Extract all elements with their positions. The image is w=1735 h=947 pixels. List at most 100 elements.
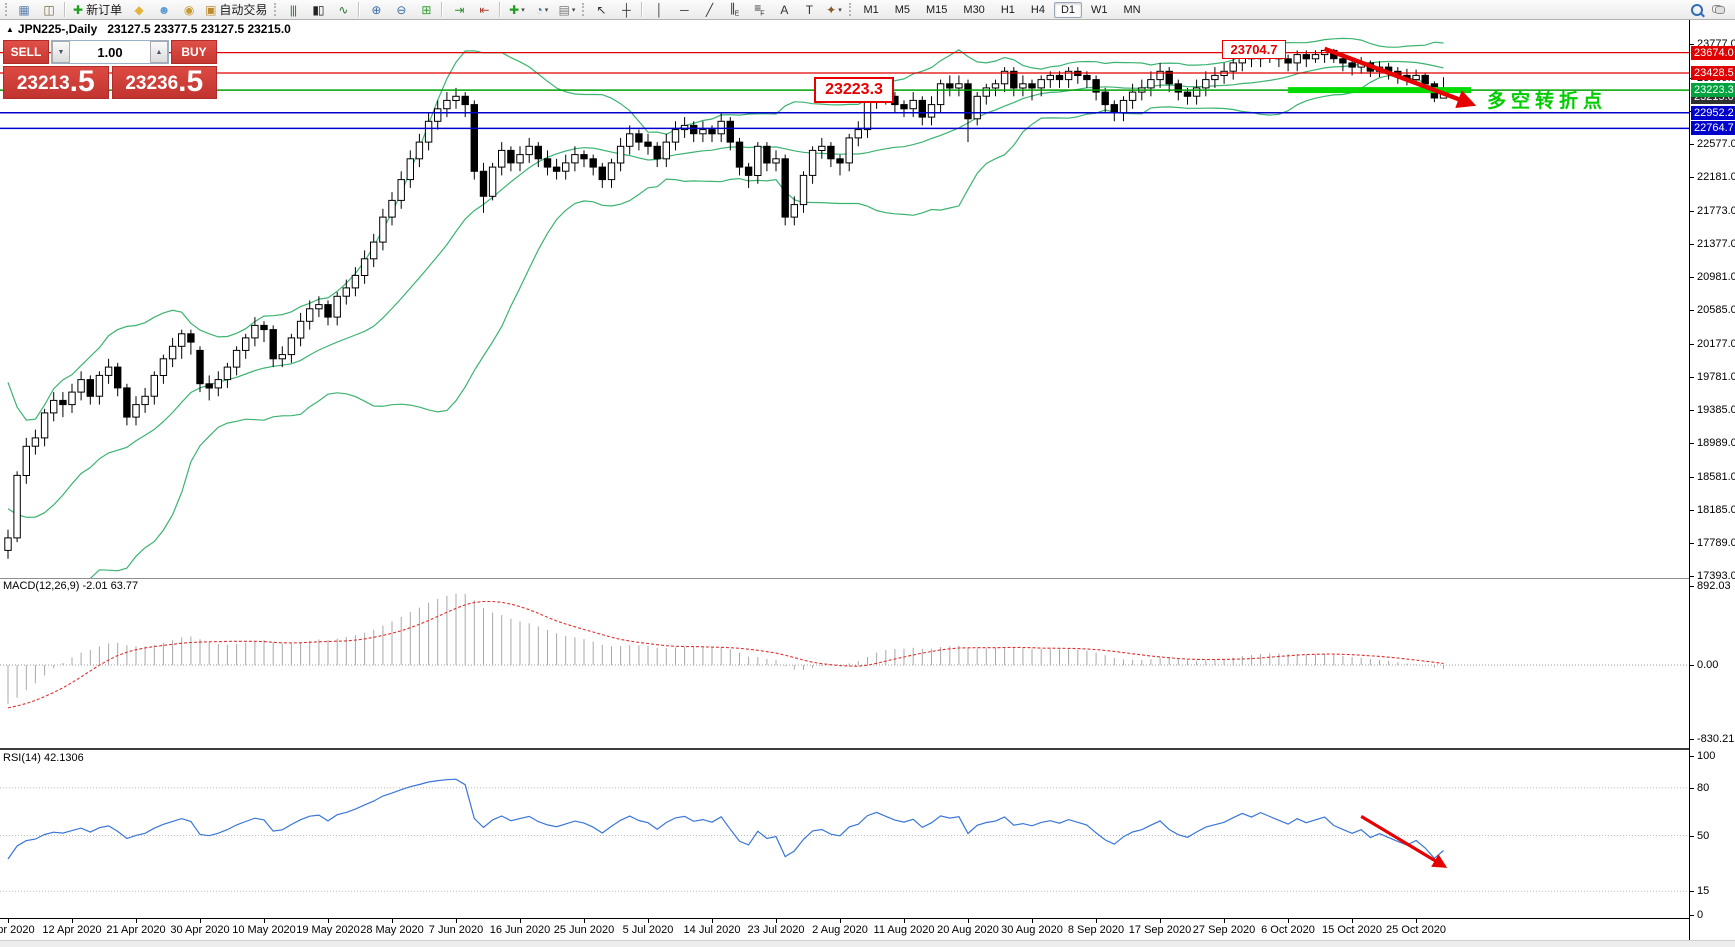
buy-price-main: 23236 (125, 73, 179, 94)
metaeditor-icon[interactable]: ◆ (127, 0, 150, 20)
sell-price-tile[interactable]: 23213.5 (3, 66, 109, 99)
price-tick-label: 20981.0 (1690, 271, 1735, 283)
line-chart-icon-glyph: ∿ (338, 2, 348, 17)
zoom-out-icon[interactable]: ⊖ (389, 0, 412, 20)
chevron-down-icon[interactable]: ▾ (521, 6, 525, 14)
price-tick-label: 18581.0 (1690, 471, 1735, 483)
chart-shift-icon[interactable]: ⇤ (472, 0, 495, 20)
bar-chart-icon[interactable]: ||| (281, 0, 304, 20)
terminal-icon[interactable]: ▦ (12, 0, 35, 20)
collapse-arrow-icon[interactable]: ▲ (6, 25, 14, 34)
date-label: 17 Sep 2020 (1128, 924, 1192, 936)
toolbar-grip (274, 3, 277, 16)
chat-icon[interactable] (1712, 5, 1725, 14)
price-chart[interactable] (0, 20, 1689, 578)
equidistant-channel-icon[interactable]: ∥E (722, 0, 745, 20)
macd-tick-label: -830.21 (1690, 733, 1734, 745)
sell-price-pip: .5 (69, 65, 95, 98)
chevron-down-icon[interactable]: ▾ (571, 6, 576, 14)
trendline-icon[interactable]: ╱ (697, 0, 720, 20)
trend-arrow[interactable] (1323, 46, 1477, 108)
price-tick-label: 21773.0 (1690, 205, 1735, 217)
price-badge: 22952.2 (1691, 106, 1735, 120)
date-label: 5 Jul 2020 (622, 924, 674, 936)
autotrading-icon[interactable]: ▣ 自动交易 (202, 0, 270, 20)
timeframe-mn[interactable]: MN (1123, 3, 1141, 16)
candlestick-series (4, 46, 1448, 559)
chart-shift-icon-glyph: ⇤ (479, 2, 489, 17)
mql5-community-icon[interactable]: ☻ (152, 0, 175, 20)
templates-icon[interactable]: ▤ ▾ (555, 0, 578, 20)
rsi-trend-arrow[interactable] (1360, 815, 1448, 868)
price-tick-label: 21377.0 (1690, 238, 1735, 250)
date-label: 28 May 2020 (360, 924, 424, 936)
cursor-icon[interactable]: ↖ (589, 0, 612, 20)
mql5-community-icon-glyph: ☻ (157, 2, 171, 17)
strategy-tester-icon[interactable]: ◫ (37, 0, 60, 20)
indicators-icon[interactable]: ✚ ▾ (505, 0, 528, 20)
volume-increase-button[interactable]: ▲ (150, 41, 168, 63)
rsi-tick-label: 0 (1690, 909, 1703, 921)
chart-window[interactable]: ▲ JPN225-,Daily 23127.5 23377.5 23127.5 23… (0, 20, 1735, 947)
fibonacci-icon[interactable]: ≡F (747, 0, 770, 20)
terminal-icon-glyph: ▦ (18, 2, 29, 17)
price-tick-label: 18989.0 (1690, 437, 1735, 449)
bar-chart-icon-glyph: ||| (289, 2, 297, 17)
date-label: 25 Oct 2020 (1386, 924, 1446, 936)
price-tick-label: 18185.0 (1690, 504, 1735, 516)
horizontal-line-icon[interactable]: ─ (672, 0, 695, 20)
crosshair-icon[interactable]: ┼ (614, 0, 637, 20)
auto-scroll-icon-glyph: ⇥ (454, 2, 464, 17)
date-tick (1288, 919, 1289, 923)
vertical-line-icon[interactable]: │ (647, 0, 670, 20)
signals-icon[interactable]: ◉ (177, 0, 200, 20)
date-tick (648, 919, 649, 923)
new-order-icon[interactable]: ✚ 新订单 (70, 0, 125, 20)
timeframe-d1[interactable]: D1 (1053, 1, 1082, 18)
one-click-trading-panel: SELL ▼ 1.00 ▲ BUY 23213.5 23236.5 (3, 40, 217, 99)
toolbar-grip (5, 3, 7, 16)
date-label: 21 Apr 2020 (106, 924, 166, 936)
symbol-name: JPN225-,Daily (17, 22, 98, 36)
timeframe-h4[interactable]: H4 (1030, 3, 1045, 16)
date-label: 2 Aug 2020 (812, 924, 868, 936)
rsi-pane[interactable] (0, 750, 1689, 918)
rsi-tick-label: 80 (1690, 782, 1709, 794)
buy-button[interactable]: BUY (171, 40, 217, 64)
chevron-down-icon[interactable]: ▾ (838, 6, 842, 14)
timeframe-m15[interactable]: M15 (926, 3, 948, 16)
annotation-turning-point-text[interactable]: 多空转折点 (1487, 91, 1608, 112)
buy-price-tile[interactable]: 23236.5 (111, 66, 217, 99)
price-tick-label: 17393.0 (1690, 570, 1735, 582)
periods-icon[interactable]: ◔ ▾ (530, 0, 553, 20)
volume-decrease-button[interactable]: ▼ (52, 41, 70, 63)
arrows-icon[interactable]: ✦ ▾ (822, 0, 845, 20)
toolbar-right-icons (1691, 3, 1735, 16)
volume-input[interactable]: 1.00 (97, 44, 123, 60)
candlestick-chart-icon[interactable]: ▮▯ (306, 0, 329, 20)
annotation-support-price-label[interactable]: 23223.3 (814, 77, 894, 103)
sell-button[interactable]: SELL (3, 40, 49, 64)
annotation-high-price-label[interactable]: 23704.7 (1222, 40, 1286, 59)
timeframe-m1[interactable]: M1 (863, 3, 879, 16)
tile-windows-icon[interactable]: ⊞ (414, 0, 437, 20)
date-tick (328, 919, 329, 923)
pane-separator-main-macd[interactable] (0, 578, 1689, 579)
chevron-down-icon[interactable]: ▾ (544, 6, 549, 14)
timeframe-m5[interactable]: M5 (894, 3, 910, 16)
timeframe-w1[interactable]: W1 (1091, 3, 1108, 16)
zoom-in-icon[interactable]: ⊕ (364, 0, 387, 20)
auto-scroll-icon[interactable]: ⇥ (447, 0, 470, 20)
text-icon[interactable]: A (772, 0, 795, 20)
timeframe-m30[interactable]: M30 (963, 3, 985, 16)
line-chart-icon[interactable]: ∿ (331, 0, 354, 20)
arrows-icon-glyph: ✦ (826, 2, 836, 17)
turning-point-band[interactable] (1288, 87, 1471, 94)
search-icon[interactable] (1691, 3, 1703, 16)
vertical-line-icon-glyph: │ (655, 2, 663, 17)
text-label-icon[interactable]: T (797, 0, 820, 20)
timeframe-h1[interactable]: H1 (1000, 3, 1015, 16)
pane-separator-macd-rsi[interactable] (0, 748, 1689, 750)
macd-pane[interactable] (0, 578, 1689, 750)
volume-stepper: ▼ 1.00 ▲ (51, 40, 169, 64)
